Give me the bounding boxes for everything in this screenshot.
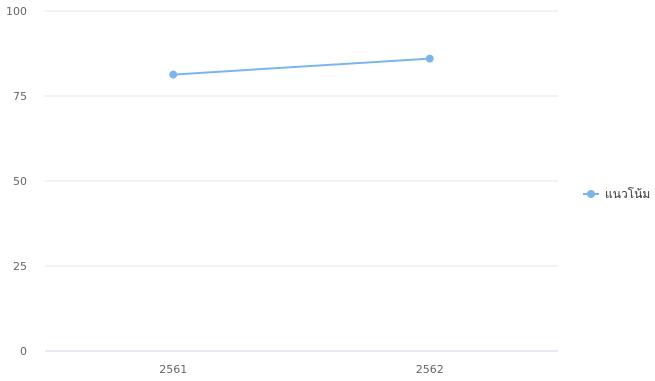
data-point[interactable] xyxy=(425,54,434,63)
data-point[interactable] xyxy=(169,70,178,79)
series-line xyxy=(173,57,430,76)
y-tick-label: 25 xyxy=(13,260,27,273)
y-tick-label: 100 xyxy=(6,5,27,18)
y-tick-label: 75 xyxy=(13,90,27,103)
series-group xyxy=(169,54,434,79)
y-tick-label: 0 xyxy=(20,345,27,358)
x-tick-label: 2561 xyxy=(159,363,187,376)
y-axis-ticks: 0 25 50 75 100 xyxy=(6,5,27,358)
legend-point-marker xyxy=(587,190,595,198)
y-tick-label: 50 xyxy=(13,175,27,188)
legend-label[interactable]: แนวโน้ม xyxy=(605,187,650,201)
x-tick-label: 2562 xyxy=(416,363,444,376)
gridlines xyxy=(45,10,558,352)
x-axis-ticks: 2561 2562 xyxy=(159,363,444,376)
legend[interactable]: แนวโน้ม xyxy=(583,187,650,201)
